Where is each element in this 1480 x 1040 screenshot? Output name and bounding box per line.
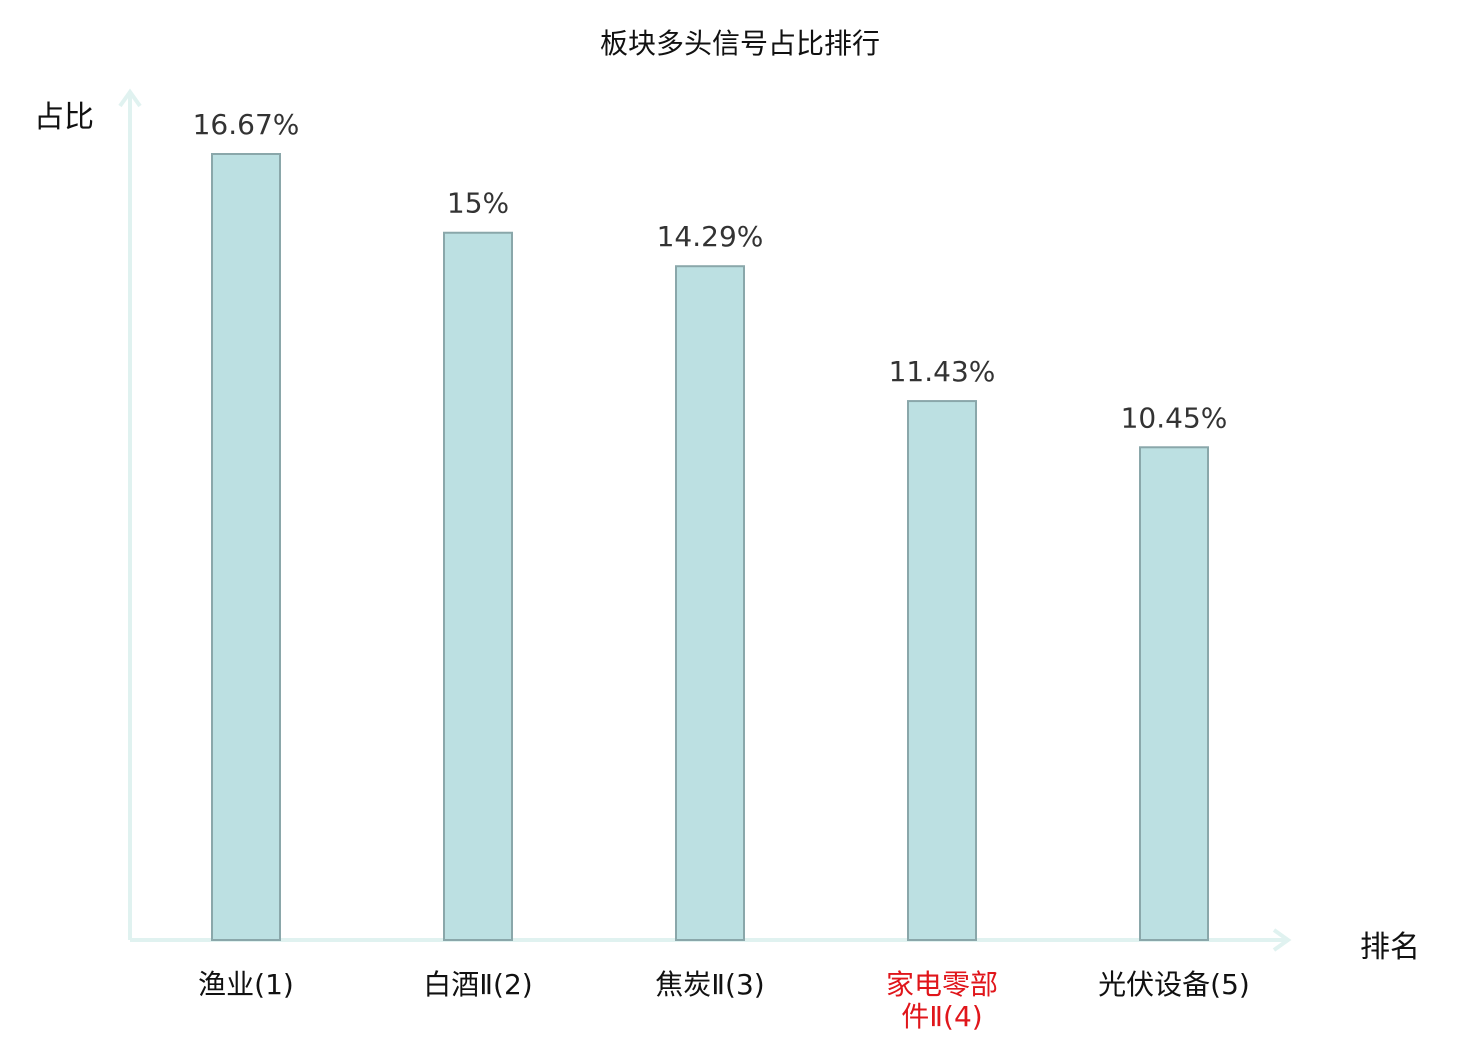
category-label: 件Ⅱ(4)	[901, 1000, 982, 1033]
y-axis-label: 占比	[34, 100, 94, 135]
bar	[443, 231, 513, 941]
category-label: 焦炭Ⅱ(3)	[655, 968, 764, 1001]
category-label: 光伏设备(5)	[1098, 968, 1250, 1001]
x-axis-label: 排名	[1360, 930, 1420, 965]
value-label: 14.29%	[657, 220, 764, 253]
chart-title: 板块多头信号占比排行	[599, 27, 880, 60]
value-label: 15%	[447, 187, 509, 220]
labels: 16.67% 渔业(1) 15% 白酒Ⅱ(2) 14.29% 焦炭Ⅱ(3) 11.43% 家电…	[193, 108, 1250, 1033]
y-axis-arrow-icon	[118, 88, 142, 108]
category-label: 家电零部	[886, 968, 998, 1001]
value-label: 16.67%	[193, 108, 300, 141]
bar	[1139, 446, 1209, 941]
bars	[211, 153, 1209, 942]
value-label: 10.45%	[1121, 401, 1228, 434]
bar	[907, 400, 977, 942]
bar	[211, 153, 281, 941]
value-label: 11.43%	[889, 355, 996, 388]
x-axis-arrow-icon	[1272, 928, 1292, 952]
category-label: 白酒Ⅱ(2)	[423, 968, 532, 1001]
category-label: 渔业(1)	[198, 968, 294, 1001]
bar	[675, 265, 745, 941]
